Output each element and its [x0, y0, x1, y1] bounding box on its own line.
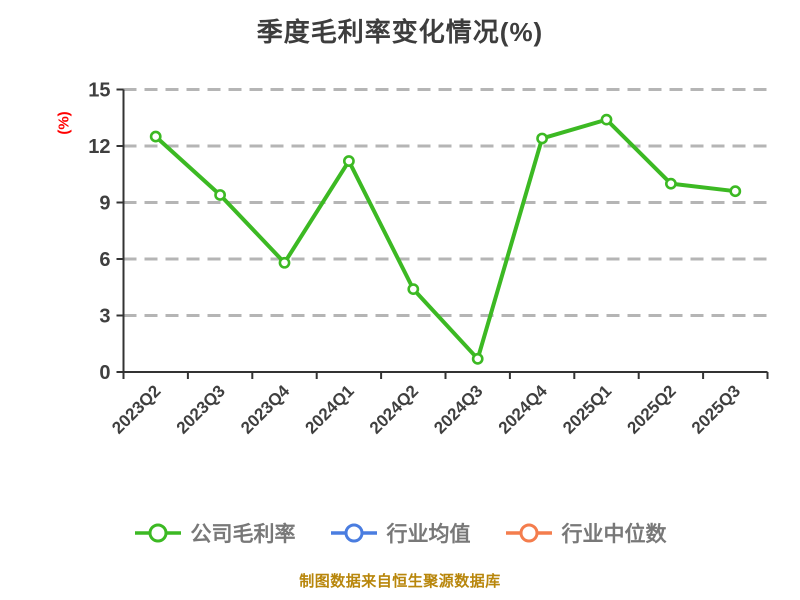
x-tick-label: 2024Q1	[302, 381, 358, 437]
x-tick-label: 2023Q2	[108, 381, 164, 437]
data-point-company-margin	[729, 185, 742, 198]
legend-label: 行业均值	[386, 523, 471, 546]
data-point-company-margin	[278, 256, 291, 269]
x-tick-label: 2025Q3	[688, 381, 744, 437]
y-tick-label: 9	[99, 193, 110, 215]
chart-title: 季度毛利率变化情况(%)	[256, 17, 544, 47]
line-circle-marker-icon	[505, 523, 552, 543]
x-tick-label: 2024Q3	[430, 381, 486, 437]
line-circle-marker-icon	[330, 523, 377, 543]
legend-label: 行业中位数	[561, 523, 667, 546]
data-point-company-margin	[214, 189, 226, 201]
y-tick-label: 0	[99, 362, 110, 384]
data-point-company-margin	[149, 130, 162, 143]
data-point-company-margin	[600, 113, 613, 126]
y-tick-label: 3	[99, 306, 110, 328]
y-tick-label: 15	[88, 80, 110, 102]
x-tick-label: 2025Q1	[559, 381, 615, 437]
y-tick-label: 6	[99, 249, 110, 271]
legend-item-industry-average[interactable]: 行业均值	[330, 518, 471, 548]
y-tick-label: 12	[88, 136, 110, 158]
data-point-company-margin	[342, 155, 355, 167]
data-point-company-margin	[471, 352, 484, 365]
x-tick-label: 2023Q4	[237, 381, 294, 438]
data-point-company-margin	[665, 177, 677, 190]
x-tick-label: 2024Q4	[495, 381, 552, 438]
data-point-company-margin	[407, 283, 420, 296]
legend-label: 公司毛利率	[190, 523, 296, 546]
data-point-company-margin	[536, 132, 548, 145]
x-tick-label: 2023Q3	[173, 381, 229, 437]
line-circle-marker-icon	[134, 523, 181, 543]
legend: 公司毛利率 行业均值 行业中位数	[0, 518, 800, 548]
x-tick-label: 2025Q2	[624, 381, 680, 437]
legend-item-industry-median[interactable]: 行业中位数	[505, 518, 667, 548]
x-tick-label: 2024Q2	[366, 381, 422, 437]
series-line-company-margin	[153, 117, 738, 361]
data-source-note: 制图数据来自恒生聚源数据库	[299, 573, 501, 590]
legend-item-company-margin[interactable]: 公司毛利率	[134, 518, 296, 548]
